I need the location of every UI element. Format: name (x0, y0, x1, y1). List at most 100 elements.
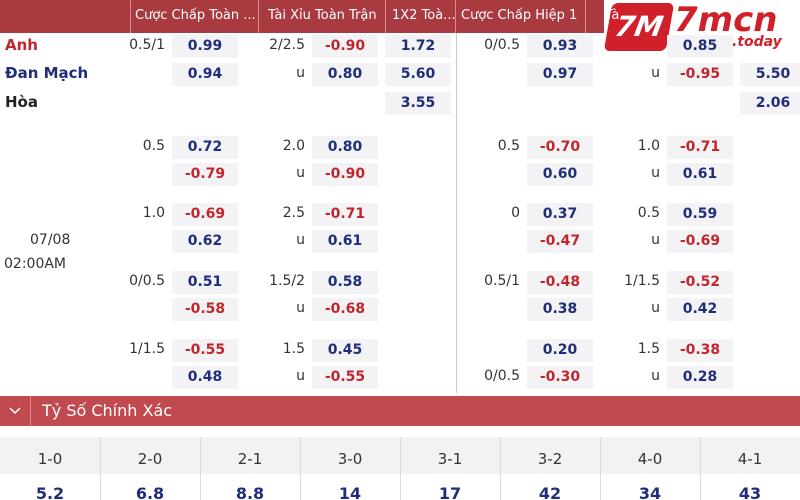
handicap-line: 1/1.5 (129, 341, 165, 357)
odds-cell: 0.80 (312, 136, 378, 159)
odds-cell: 3.55 (385, 92, 451, 115)
odds-cell: 0.38 (527, 298, 593, 321)
score-label: 3-0 (337, 450, 363, 468)
handicap-line: 1.5 (282, 341, 305, 357)
odds-cell: 0.28 (667, 366, 733, 389)
odds-cell: 0.93 (527, 35, 593, 58)
odds-cell: 0.20 (527, 339, 593, 362)
score-separator (400, 437, 401, 500)
column-header: 1X2 Toà... (392, 8, 456, 23)
odds-cell: 0.61 (312, 230, 378, 253)
handicap-line: u (296, 65, 305, 81)
odds-cell: 0.94 (172, 63, 238, 86)
odds-cell: -0.68 (312, 298, 378, 321)
handicap-line: 0.5 (497, 138, 520, 154)
odds-cell: -0.90 (312, 163, 378, 186)
handicap-line: u (651, 232, 660, 248)
chevron-icon[interactable] (8, 405, 22, 417)
score-odds: 43 (738, 484, 762, 500)
odds-cell: 0.62 (172, 230, 238, 253)
handicap-line: 1.5/2 (269, 273, 305, 289)
score-separator (600, 437, 601, 500)
score-odds: 17 (438, 484, 462, 500)
odds-cell: 0.45 (312, 339, 378, 362)
odds-cell: 5.50 (740, 63, 800, 86)
odds-cell: 0.42 (667, 298, 733, 321)
handicap-line: u (296, 165, 305, 181)
score-separator (100, 437, 101, 500)
handicap-line: u (296, 300, 305, 316)
handicap-line: 1/1.5 (624, 273, 660, 289)
score-separator (500, 437, 501, 500)
column-header: Cược Chấp Hiệp 1 (461, 8, 578, 23)
logo-suffix: .today (732, 34, 782, 50)
column-separator (585, 0, 586, 33)
section-bar[interactable]: Tỷ Số Chính Xác (0, 396, 800, 426)
match-time: 02:00AM (4, 256, 67, 272)
odds-cell: 0.72 (172, 136, 238, 159)
score-odds: 5.2 (35, 484, 65, 500)
score-separator (700, 437, 701, 500)
score-label: 2-0 (137, 450, 163, 468)
handicap-line: 0/0.5 (484, 368, 520, 384)
handicap-line: 0.5/1 (484, 273, 520, 289)
handicap-line: u (296, 232, 305, 248)
odds-cell: -0.79 (172, 163, 238, 186)
section-title: Tỷ Số Chính Xác (42, 401, 173, 420)
column-separator (130, 0, 131, 33)
handicap-line: u (651, 368, 660, 384)
handicap-line: 0.5 (637, 205, 660, 221)
handicap-line: 1.0 (637, 138, 660, 154)
odds-cell: -0.48 (527, 271, 593, 294)
column-header: Cược Chấp Toàn ... (135, 8, 256, 23)
odds-cell: -0.30 (527, 366, 593, 389)
odds-cell: -0.55 (312, 366, 378, 389)
odds-cell: -0.69 (667, 230, 733, 253)
score-label: 4-0 (637, 450, 663, 468)
odds-cell: -0.52 (667, 271, 733, 294)
handicap-line: 1.5 (637, 341, 660, 357)
handicap-line: 0.5 (142, 138, 165, 154)
column-header: Tài Xỉu Toàn Trận (268, 8, 377, 23)
score-odds: 8.8 (235, 484, 265, 500)
divider (0, 33, 457, 393)
score-odds: 6.8 (135, 484, 165, 500)
column-header: Tà (605, 8, 620, 23)
handicap-line: 0.5/1 (129, 37, 165, 53)
odds-cell: -0.58 (172, 298, 238, 321)
odds-cell: -0.90 (312, 35, 378, 58)
odds-cell: 0.60 (527, 163, 593, 186)
separator (30, 396, 31, 426)
score-label: 3-1 (437, 450, 463, 468)
column-separator (455, 0, 456, 33)
column-separator (385, 0, 386, 33)
odds-cell: -0.71 (667, 136, 733, 159)
handicap-line: 0 (511, 205, 520, 221)
odds-cell: 0.59 (667, 203, 733, 226)
score-odds: 34 (638, 484, 662, 500)
odds-cell: -0.95 (667, 63, 733, 86)
match-date: 07/08 (16, 231, 85, 249)
score-separator (200, 437, 201, 500)
odds-cell: -0.38 (667, 339, 733, 362)
logo-brand: 7mcn (674, 0, 778, 40)
handicap-line: 0/0.5 (129, 273, 165, 289)
odds-cell: 0.37 (527, 203, 593, 226)
score-separator (300, 437, 301, 500)
handicap-line: 0/0.5 (484, 37, 520, 53)
odds-cell: 0.97 (527, 63, 593, 86)
odds-cell: -0.55 (172, 339, 238, 362)
column-separator (258, 0, 259, 33)
handicap-line: u (651, 65, 660, 81)
team-name: Hòa (5, 93, 38, 111)
team-name: Anh (5, 36, 38, 54)
odds-cell: 2.06 (740, 92, 800, 115)
odds-cell: 0.61 (667, 163, 733, 186)
handicap-line: u (651, 300, 660, 316)
odds-cell: 0.51 (172, 271, 238, 294)
odds-cell: 0.99 (172, 35, 238, 58)
score-odds: 42 (538, 484, 562, 500)
team-name: Đan Mạch (5, 64, 89, 82)
handicap-line: u (296, 368, 305, 384)
